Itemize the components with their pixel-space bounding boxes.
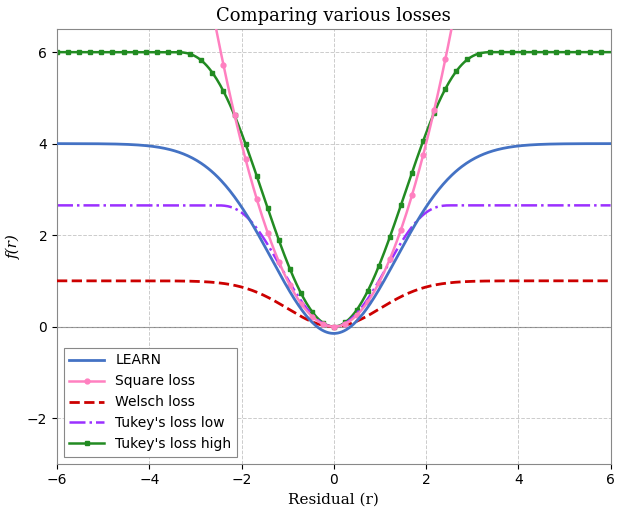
Welsch loss xyxy=(354,318,361,324)
Square loss xyxy=(320,321,327,327)
Welsch loss xyxy=(384,301,391,307)
Tukey's loss low xyxy=(316,319,323,325)
LEARN xyxy=(384,271,391,278)
Tukey's loss high xyxy=(595,49,602,55)
Tukey's loss low xyxy=(607,203,615,209)
Tukey's loss high xyxy=(320,320,327,326)
Tukey's loss low xyxy=(53,203,61,209)
Tukey's loss high xyxy=(384,240,391,246)
Tukey's loss low xyxy=(508,203,516,209)
Tukey's loss low xyxy=(595,203,602,209)
Tukey's loss low xyxy=(384,263,391,269)
Line: Tukey's loss high: Tukey's loss high xyxy=(55,50,613,329)
LEARN xyxy=(607,140,615,146)
Welsch loss xyxy=(320,322,327,328)
LEARN xyxy=(330,331,337,337)
Tukey's loss low xyxy=(354,309,361,316)
Square loss xyxy=(383,264,390,270)
Legend: LEARN, Square loss, Welsch loss, Tukey's loss low, Tukey's loss high: LEARN, Square loss, Welsch loss, Tukey's… xyxy=(64,348,237,457)
Tukey's loss low xyxy=(330,323,337,329)
Square loss xyxy=(353,313,360,319)
Title: Comparing various losses: Comparing various losses xyxy=(216,7,451,25)
Line: Square loss: Square loss xyxy=(205,0,462,329)
Tukey's loss high xyxy=(508,49,516,55)
LEARN xyxy=(354,317,361,323)
LEARN xyxy=(508,144,516,150)
Tukey's loss high xyxy=(316,317,323,323)
LEARN xyxy=(53,140,61,146)
Welsch loss xyxy=(53,278,61,284)
LEARN xyxy=(316,326,323,332)
Line: LEARN: LEARN xyxy=(57,143,611,334)
Tukey's loss high xyxy=(354,305,361,311)
Line: Tukey's loss low: Tukey's loss low xyxy=(57,206,611,326)
Welsch loss xyxy=(330,323,337,329)
X-axis label: Residual (r): Residual (r) xyxy=(289,493,379,507)
Welsch loss xyxy=(595,278,602,284)
Welsch loss xyxy=(607,278,615,284)
Welsch loss xyxy=(508,278,516,284)
Tukey's loss high xyxy=(607,49,615,55)
Tukey's loss high xyxy=(53,49,61,55)
Line: Welsch loss: Welsch loss xyxy=(57,281,611,326)
Tukey's loss high xyxy=(330,323,337,329)
LEARN xyxy=(595,140,602,146)
Tukey's loss low xyxy=(320,321,327,327)
Welsch loss xyxy=(316,321,323,327)
Y-axis label: f(r): f(r) xyxy=(7,234,21,259)
LEARN xyxy=(320,327,327,334)
Square loss xyxy=(316,319,323,325)
